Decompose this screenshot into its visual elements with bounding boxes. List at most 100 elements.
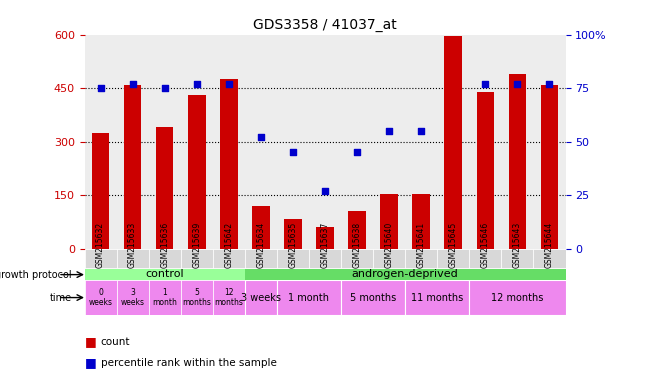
Text: GSM215635: GSM215635 <box>289 222 298 268</box>
Bar <box>116 280 149 315</box>
Bar <box>405 35 437 249</box>
Bar <box>92 133 109 249</box>
Bar <box>541 84 558 249</box>
Text: ■: ■ <box>84 335 96 348</box>
Text: androgen-deprived: androgen-deprived <box>352 270 458 280</box>
Text: GSM215645: GSM215645 <box>448 222 458 268</box>
Bar <box>445 36 462 249</box>
Bar <box>252 206 270 249</box>
Bar <box>220 79 238 249</box>
Bar <box>469 35 501 249</box>
Point <box>384 128 395 134</box>
Bar <box>469 280 566 315</box>
Bar <box>437 35 469 249</box>
Text: time: time <box>49 293 72 303</box>
Text: 12
months: 12 months <box>214 288 243 307</box>
Bar <box>380 194 398 249</box>
Text: growth protocol: growth protocol <box>0 270 72 280</box>
Bar <box>213 280 245 315</box>
Point <box>352 149 362 156</box>
Bar <box>84 35 116 249</box>
Bar <box>245 249 277 268</box>
Bar <box>277 35 309 249</box>
Bar <box>213 249 245 268</box>
Bar <box>341 280 405 315</box>
Text: control: control <box>146 270 184 280</box>
Text: 12 months: 12 months <box>491 293 543 303</box>
Point <box>512 81 523 87</box>
Bar <box>84 269 245 280</box>
Bar <box>508 74 526 249</box>
Bar <box>373 249 405 268</box>
Text: 5
months: 5 months <box>182 288 211 307</box>
Bar <box>149 280 181 315</box>
Bar <box>116 35 149 249</box>
Text: GSM215640: GSM215640 <box>385 222 394 268</box>
Text: GSM215633: GSM215633 <box>128 222 137 268</box>
Bar <box>284 218 302 249</box>
Bar <box>534 249 566 268</box>
Bar <box>309 249 341 268</box>
Text: GSM215634: GSM215634 <box>256 222 265 268</box>
Bar <box>437 249 469 268</box>
Bar <box>309 35 341 249</box>
Bar <box>412 194 430 249</box>
Point <box>544 81 554 87</box>
Bar <box>124 84 142 249</box>
Point <box>288 149 298 156</box>
Bar <box>277 280 341 315</box>
Text: GSM215644: GSM215644 <box>545 222 554 268</box>
Bar <box>373 35 405 249</box>
Point <box>255 134 266 141</box>
Bar <box>277 249 309 268</box>
Bar <box>245 280 277 315</box>
Text: 0
weeks: 0 weeks <box>88 288 112 307</box>
Bar <box>181 35 213 249</box>
Bar <box>149 35 181 249</box>
Bar <box>181 249 213 268</box>
Text: GSM215643: GSM215643 <box>513 222 522 268</box>
Text: GSM215638: GSM215638 <box>352 222 361 268</box>
Point <box>127 81 138 87</box>
Text: 11 months: 11 months <box>411 293 463 303</box>
Text: ■: ■ <box>84 356 96 369</box>
Text: 1 month: 1 month <box>289 293 330 303</box>
Bar <box>348 212 366 249</box>
Bar <box>501 35 534 249</box>
Bar <box>116 249 149 268</box>
Bar <box>476 92 494 249</box>
Text: GSM215642: GSM215642 <box>224 222 233 268</box>
Text: 1
month: 1 month <box>152 288 177 307</box>
Text: GSM215636: GSM215636 <box>160 222 169 268</box>
Point <box>416 128 426 134</box>
Point <box>320 188 330 194</box>
Bar <box>245 269 566 280</box>
Text: 3 weeks: 3 weeks <box>241 293 281 303</box>
Point <box>480 81 491 87</box>
Point <box>96 85 106 91</box>
Bar <box>405 249 437 268</box>
Text: GSM215637: GSM215637 <box>320 222 330 268</box>
Text: count: count <box>101 337 130 347</box>
Text: 3
weeks: 3 weeks <box>121 288 144 307</box>
Point <box>192 81 202 87</box>
Bar <box>156 127 174 249</box>
Text: percentile rank within the sample: percentile rank within the sample <box>101 358 277 368</box>
Bar <box>341 249 373 268</box>
Text: 5 months: 5 months <box>350 293 396 303</box>
Bar <box>341 35 373 249</box>
Bar <box>181 280 213 315</box>
Text: GSM215646: GSM215646 <box>481 222 490 268</box>
Point <box>159 85 170 91</box>
Bar <box>501 249 534 268</box>
Bar <box>84 280 116 315</box>
Bar <box>84 249 116 268</box>
Title: GDS3358 / 41037_at: GDS3358 / 41037_at <box>253 18 397 32</box>
Bar <box>534 35 566 249</box>
Bar <box>405 280 469 315</box>
Bar <box>316 227 334 249</box>
Text: GSM215632: GSM215632 <box>96 222 105 268</box>
Text: GSM215641: GSM215641 <box>417 222 426 268</box>
Bar <box>188 95 205 249</box>
Bar <box>245 35 277 249</box>
